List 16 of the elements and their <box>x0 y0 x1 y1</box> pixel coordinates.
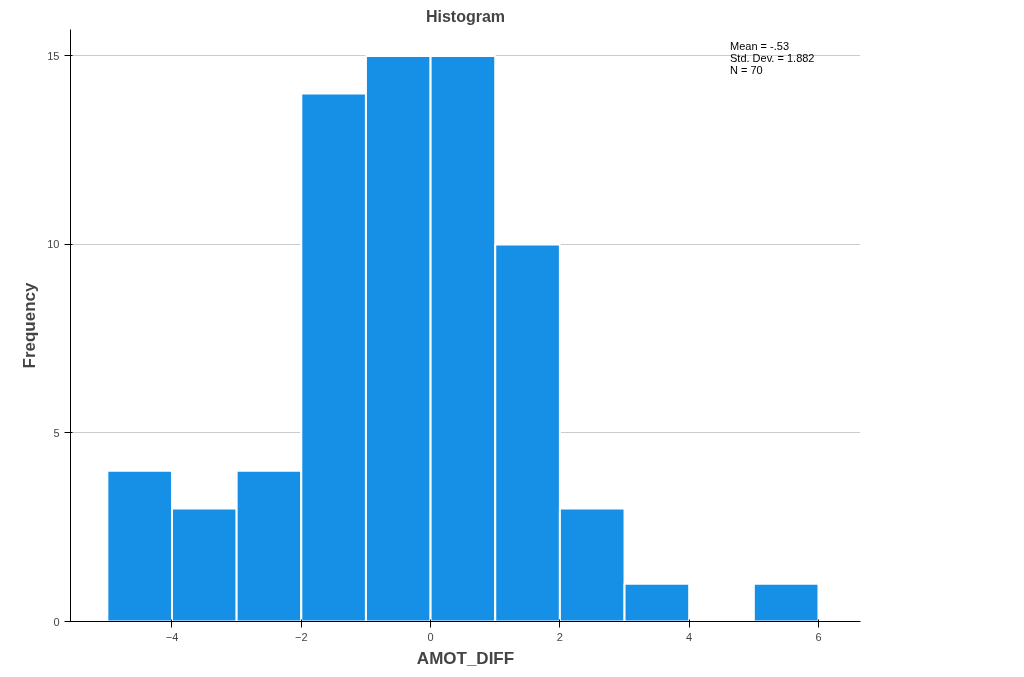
y-tick-label: 15 <box>47 49 60 62</box>
chart-title: Histogram <box>425 7 506 25</box>
x-axis-title: AMOT_DIFF <box>416 648 515 668</box>
y-tick-label: 5 <box>53 426 60 439</box>
annotation: Mean = -.53 <box>730 40 790 52</box>
y-tick-label: 10 <box>47 238 60 251</box>
x-tick-label: 6 <box>815 630 822 643</box>
x-tick-label: 0 <box>427 630 434 643</box>
x-tick-label: 4 <box>686 630 693 643</box>
y-axis-title: Frequency <box>20 281 40 369</box>
x-tick-label: −2 <box>295 630 308 643</box>
x-tick-label: −4 <box>165 630 179 643</box>
annotation: N = 70 <box>730 64 763 76</box>
annotation: Std. Dev. = 1.882 <box>730 52 815 64</box>
x-tick-label: 2 <box>556 630 563 643</box>
y-tick-label: 0 <box>53 615 60 628</box>
